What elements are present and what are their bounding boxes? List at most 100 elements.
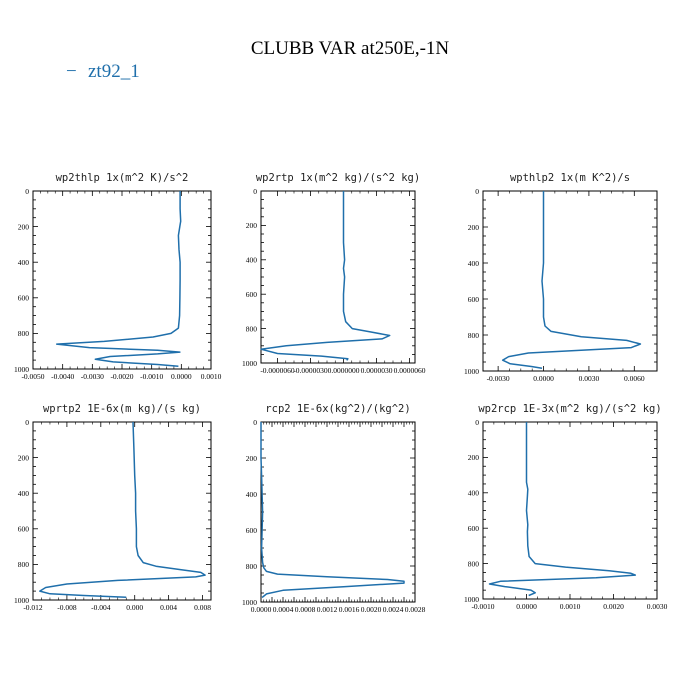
y-tick-label: 200 bbox=[246, 454, 258, 463]
x-tick-label: 0.0000030 bbox=[361, 366, 393, 375]
y-tick-label: 0 bbox=[475, 418, 479, 427]
chart-panel: wp2rcp 1E-3x(m^2 kg)/(s^2 kg) 0 200 400 600 8… bbox=[464, 403, 668, 611]
series-line bbox=[488, 422, 637, 597]
x-tick-label: 0.0000 bbox=[171, 372, 192, 381]
x-tick-label: 0.004 bbox=[160, 603, 177, 612]
y-tick-label: 600 bbox=[246, 290, 258, 299]
y-tick-label: 200 bbox=[18, 222, 30, 231]
plot-frame bbox=[32, 190, 212, 370]
y-tick-label: 800 bbox=[246, 324, 258, 333]
x-tick-label: -0.0010 bbox=[471, 602, 494, 611]
y-tick-label: 0 bbox=[253, 418, 257, 427]
series-line bbox=[260, 422, 405, 599]
y-tick-label: 200 bbox=[468, 453, 480, 462]
legend-label: zt92_1 bbox=[88, 61, 140, 82]
x-tick-label: 0.0024 bbox=[383, 605, 404, 614]
plot-frame bbox=[260, 190, 416, 364]
y-tick-label: 200 bbox=[18, 453, 30, 462]
y-tick-label: 1000 bbox=[464, 367, 479, 376]
y-tick-label: 1000 bbox=[14, 365, 29, 374]
y-tick-label: 0 bbox=[25, 418, 29, 427]
y-tick-label: 800 bbox=[18, 560, 30, 569]
x-tick-label: 0.0030 bbox=[647, 602, 668, 611]
y-tick-label: 600 bbox=[468, 524, 480, 533]
x-tick-label: 0.0000 bbox=[516, 602, 537, 611]
x-tick-label: -0.008 bbox=[57, 603, 77, 612]
panel-title: wprtp2 1E-6x(m kg)/(s kg) bbox=[43, 403, 201, 415]
plot-frame bbox=[482, 190, 658, 372]
y-tick-label: 400 bbox=[468, 489, 480, 498]
y-tick-label: 600 bbox=[18, 294, 30, 303]
chart-panel: wpthlp2 1x(m K^2)/s 0 200 400 600 800 1000 -0.0… bbox=[464, 172, 658, 383]
panel-grid: wp2thlp 1x(m^2 K)/s^202004006008001000-0… bbox=[14, 172, 668, 614]
chart-panel: wp2rtp 1x(m^2 kg)/(s^2 kg) 0 200 400 600 800 1… bbox=[242, 172, 426, 375]
chart-panel: wprtp2 1E-6x(m kg)/(s kg) 0 200 400 600 800 10… bbox=[14, 403, 212, 612]
y-tick-label: 1000 bbox=[242, 598, 257, 607]
y-tick-label: 400 bbox=[468, 259, 480, 268]
x-tick-label: 0.0028 bbox=[405, 605, 426, 614]
y-tick-label: 400 bbox=[246, 490, 258, 499]
plot-frame bbox=[482, 421, 658, 600]
x-tick-label: -0.012 bbox=[23, 603, 43, 612]
x-tick-label: 0.0000060 bbox=[394, 366, 426, 375]
panel-title: wpthlp2 1x(m K^2)/s bbox=[510, 172, 630, 184]
series-line bbox=[55, 191, 182, 368]
x-tick-label: -0.0050 bbox=[21, 372, 44, 381]
panel-title: wp2thlp 1x(m^2 K)/s^2 bbox=[56, 172, 189, 184]
x-tick-label: 0.0060 bbox=[624, 374, 645, 383]
x-tick-label: -0.0000030 bbox=[293, 366, 328, 375]
x-tick-label: -0.0030 bbox=[487, 374, 510, 383]
y-tick-label: 0 bbox=[475, 187, 479, 196]
y-tick-label: 600 bbox=[246, 526, 258, 535]
x-tick-label: 0.0010 bbox=[201, 372, 222, 381]
y-tick-label: 400 bbox=[18, 258, 30, 267]
x-tick-label: 0.0000 bbox=[533, 374, 554, 383]
figure-title: CLUBB VAR at250E,-1N bbox=[251, 38, 450, 59]
chart-panel: rcp2 1E-6x(kg^2)/(kg^2) 0 200 400 600 800 1000… bbox=[242, 403, 426, 614]
x-tick-label: 0.0010 bbox=[560, 602, 581, 611]
y-tick-label: 800 bbox=[468, 331, 480, 340]
y-tick-label: 800 bbox=[468, 559, 480, 568]
legend: − zt92_1 bbox=[66, 61, 140, 82]
x-tick-label: -0.0020 bbox=[110, 372, 133, 381]
x-tick-label: 0.000 bbox=[126, 603, 143, 612]
y-tick-label: 400 bbox=[246, 256, 258, 265]
y-tick-label: 400 bbox=[18, 489, 30, 498]
y-tick-label: 600 bbox=[468, 295, 480, 304]
series-line bbox=[501, 191, 642, 370]
panel-title: wp2rcp 1E-3x(m^2 kg)/(s^2 kg) bbox=[478, 403, 661, 415]
x-tick-label: -0.0040 bbox=[51, 372, 74, 381]
x-tick-label: -0.004 bbox=[91, 603, 111, 612]
series-line bbox=[39, 421, 206, 599]
y-tick-label: 200 bbox=[468, 223, 480, 232]
panel-title: wp2rtp 1x(m^2 kg)/(s^2 kg) bbox=[256, 172, 420, 184]
y-tick-label: 800 bbox=[246, 562, 258, 571]
x-tick-label: -0.0030 bbox=[81, 372, 104, 381]
x-tick-label: 0.0008 bbox=[295, 605, 316, 614]
x-tick-label: 0.0030 bbox=[579, 374, 600, 383]
y-tick-label: 600 bbox=[18, 525, 30, 534]
legend-line-marker: − bbox=[66, 61, 77, 82]
x-tick-label: 0.0004 bbox=[273, 605, 294, 614]
panel-title: rcp2 1E-6x(kg^2)/(kg^2) bbox=[265, 403, 410, 415]
series-line bbox=[260, 191, 391, 361]
x-tick-label: 0.0020 bbox=[603, 602, 624, 611]
x-tick-label: 0.0012 bbox=[317, 605, 338, 614]
x-tick-label: 0.0016 bbox=[339, 605, 360, 614]
x-tick-label: 0.008 bbox=[194, 603, 211, 612]
y-tick-label: 0 bbox=[25, 187, 29, 196]
y-tick-label: 1000 bbox=[242, 359, 257, 368]
y-tick-label: 0 bbox=[253, 187, 257, 196]
x-tick-label: -0.0010 bbox=[140, 372, 163, 381]
plot-frame bbox=[32, 421, 212, 601]
y-tick-label: 800 bbox=[18, 329, 30, 338]
y-tick-label: 1000 bbox=[464, 595, 479, 604]
chart-panel: wp2thlp 1x(m^2 K)/s^202004006008001000-0… bbox=[14, 172, 222, 381]
y-tick-label: 1000 bbox=[14, 596, 29, 605]
x-tick-label: 0.0000000 bbox=[328, 366, 360, 375]
x-tick-label: 0.0000 bbox=[251, 605, 272, 614]
y-tick-label: 200 bbox=[246, 221, 258, 230]
x-tick-label: 0.0020 bbox=[361, 605, 382, 614]
x-tick-label: -0.0000060 bbox=[260, 366, 295, 375]
